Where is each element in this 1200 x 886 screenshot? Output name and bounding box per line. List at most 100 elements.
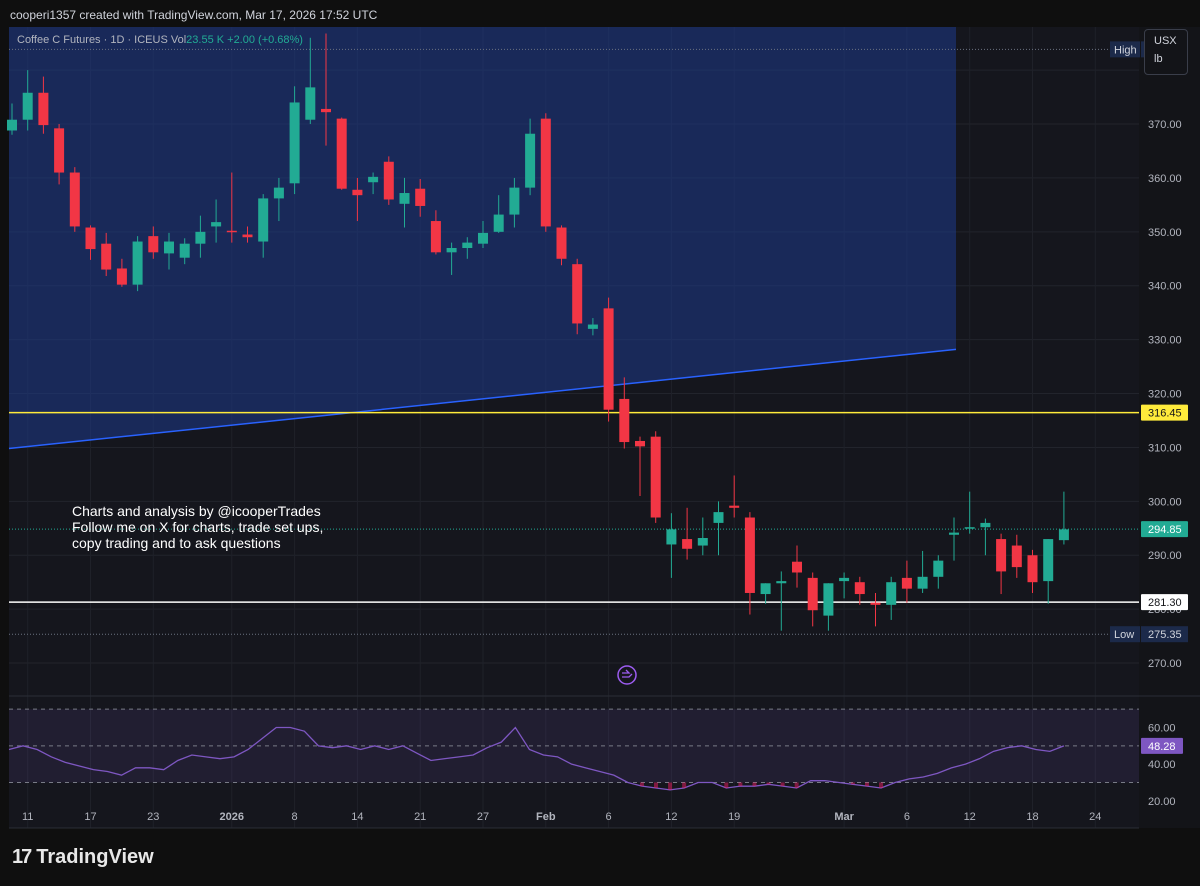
candle-body	[917, 576, 928, 589]
candle-body	[949, 532, 959, 535]
price-tick-label: 330.00	[1148, 335, 1182, 347]
candle	[823, 583, 834, 631]
candle-body	[650, 436, 661, 518]
candle-body	[1043, 539, 1054, 582]
candle	[603, 297, 614, 422]
candle-body	[854, 582, 865, 595]
candle	[776, 571, 787, 631]
candle-body	[54, 128, 65, 173]
candle	[713, 501, 724, 556]
candle	[132, 236, 143, 292]
candle-body	[383, 161, 394, 200]
tradingview-logo-icon: 17	[12, 846, 32, 868]
time-tick-label: 2026	[220, 811, 244, 823]
candle-body	[996, 539, 1007, 572]
white-line-tag	[1141, 594, 1188, 611]
price-axis[interactable]	[1139, 27, 1200, 828]
unit-selector[interactable]: USX lb	[1144, 29, 1188, 75]
time-tick-label: 18	[1026, 811, 1038, 823]
time-tick-label: Feb	[536, 811, 556, 823]
candle-body	[713, 512, 724, 523]
low-tag	[1110, 626, 1140, 643]
candle-body	[980, 522, 991, 528]
candle	[917, 550, 928, 593]
candle	[1011, 534, 1022, 578]
candle	[540, 113, 551, 232]
candle-body	[493, 214, 504, 232]
candle-body	[478, 232, 488, 244]
candle	[179, 238, 190, 265]
candle-body	[792, 561, 802, 573]
candle-body	[368, 176, 379, 183]
candle-body	[242, 234, 253, 238]
candle-body	[1058, 529, 1069, 541]
candle	[368, 172, 379, 195]
candle	[1027, 549, 1038, 593]
candle-body	[1027, 555, 1038, 583]
candle	[478, 221, 488, 248]
candle-body	[336, 118, 347, 189]
candle	[635, 436, 645, 496]
candle	[336, 117, 347, 190]
price-tick-label: 310.00	[1148, 442, 1182, 454]
candle-body	[289, 102, 300, 184]
yellow-line-label: 316.45	[1148, 408, 1182, 420]
time-tick-label: 6	[606, 811, 612, 823]
yellow-line-tag	[1141, 404, 1188, 421]
time-tick-label: 6	[904, 811, 910, 823]
candle-body	[85, 227, 96, 250]
candle-body	[211, 222, 222, 227]
rsi-last-tag	[1141, 737, 1183, 754]
candle	[352, 177, 363, 222]
candle-body	[195, 231, 206, 244]
time-tick-label: 11	[22, 811, 33, 823]
rsi-line	[8, 726, 1065, 791]
candle-body	[164, 241, 174, 254]
price-tick-label: 300.00	[1148, 496, 1182, 508]
candle-body	[258, 198, 269, 242]
time-tick-label: 12	[665, 811, 677, 823]
candle-body	[744, 517, 755, 593]
time-tick-label: 27	[477, 811, 489, 823]
candle-body	[38, 92, 49, 126]
price-tick-label: 270.00	[1148, 658, 1182, 670]
candle-body	[682, 539, 693, 549]
candle-body	[807, 577, 818, 611]
price-tick-label: 360.00	[1148, 173, 1182, 185]
candle	[7, 103, 17, 135]
candle	[792, 545, 802, 588]
author-annotation: Charts and analysis by @icooperTrades Fo…	[72, 503, 323, 551]
last-price-tag	[1141, 521, 1188, 538]
tradingview-logo[interactable]: 17 TradingView	[12, 846, 154, 869]
time-tick-label: 19	[728, 811, 740, 823]
candle	[258, 194, 269, 258]
rsi-tick-label: 40.00	[1148, 759, 1176, 771]
candle-body	[729, 505, 740, 508]
price-tick-label: 350.00	[1148, 227, 1182, 239]
candle	[729, 475, 740, 518]
price-tick-label: 340.00	[1148, 281, 1182, 293]
candle	[933, 555, 944, 589]
candle	[195, 215, 206, 258]
annotation-line-3: copy trading and to ask questions	[72, 535, 281, 551]
candle-body	[697, 537, 708, 546]
rsi-band	[9, 709, 1139, 783]
candle-body	[1011, 545, 1022, 568]
candle	[744, 512, 755, 615]
candle	[760, 583, 771, 604]
candle	[273, 177, 284, 222]
candle	[226, 172, 237, 243]
time-tick-label: 12	[964, 811, 976, 823]
candle	[1043, 539, 1054, 604]
candle-body	[886, 582, 897, 605]
candle-body	[69, 172, 80, 227]
candle	[22, 70, 33, 131]
candle-body	[823, 583, 834, 616]
candle	[666, 513, 677, 578]
time-tick-label: 8	[292, 811, 298, 823]
symbol-legend[interactable]: Coffee C Futures · 1D · ICEUS Vol23.55 K…	[17, 34, 303, 46]
candle-body	[430, 221, 441, 253]
candle	[509, 177, 520, 228]
annotation-line-1: Charts and analysis by @icooperTrades	[72, 503, 321, 519]
low-value-label: 275.35	[1148, 629, 1182, 641]
